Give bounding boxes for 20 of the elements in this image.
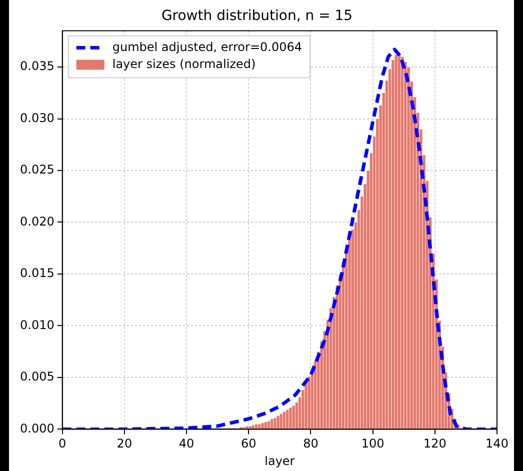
y-tick-label: 0.030 — [20, 110, 54, 125]
y-tick-label: 0.035 — [20, 59, 54, 74]
legend-label: layer sizes (normalized) — [112, 56, 256, 71]
y-tick-label: 0.015 — [20, 266, 54, 280]
x-tick-label: 140 — [486, 436, 508, 451]
y-tick-label: 0.025 — [20, 162, 54, 177]
legend-label: gumbel adjusted, error=0.0064 — [112, 40, 302, 54]
x-axis-title: layer — [264, 454, 295, 468]
x-tick-label: 60 — [240, 436, 256, 451]
y-tick-label: 0.000 — [20, 421, 54, 436]
x-tick-label: 100 — [361, 436, 384, 451]
y-tick-label: 0.020 — [20, 214, 54, 228]
y-tick-label: 0.010 — [20, 318, 54, 332]
y-tick-label: 0.005 — [20, 370, 54, 384]
x-tick-label: 120 — [423, 436, 446, 451]
x-tick-label: 80 — [303, 436, 318, 451]
chart-title: Growth distribution, n = 15 — [161, 8, 353, 24]
x-tick-label: 40 — [178, 436, 194, 451]
x-tick-label: 20 — [116, 436, 132, 451]
x-tick-label: 0 — [58, 436, 66, 451]
